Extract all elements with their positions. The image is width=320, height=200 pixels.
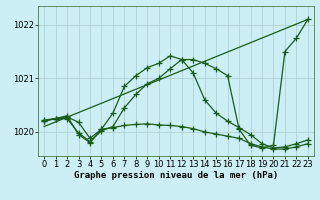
X-axis label: Graphe pression niveau de la mer (hPa): Graphe pression niveau de la mer (hPa) xyxy=(74,171,278,180)
